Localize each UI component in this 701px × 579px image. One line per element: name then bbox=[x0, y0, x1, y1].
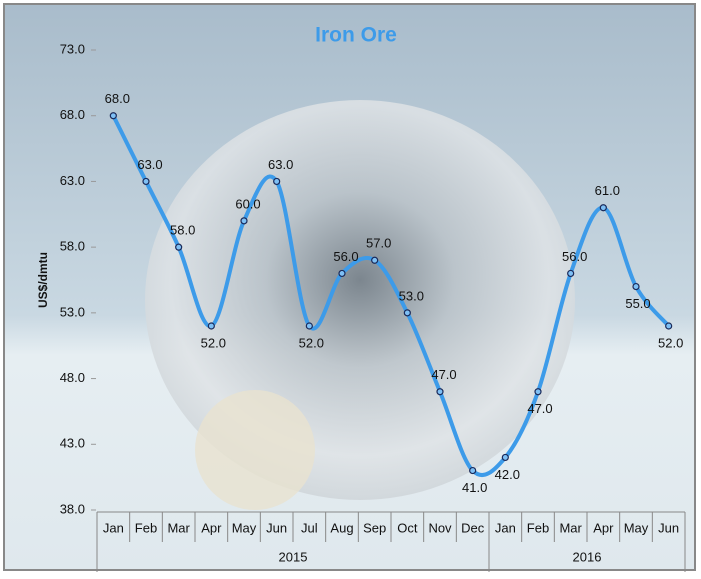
x-tick-label: Jan bbox=[103, 520, 124, 535]
y-tick-label: 68.0 bbox=[60, 107, 85, 122]
x-tick-label: Jun bbox=[266, 520, 287, 535]
data-point bbox=[436, 388, 444, 396]
data-point bbox=[632, 282, 640, 291]
data-point bbox=[534, 388, 542, 396]
data-label: 63.0 bbox=[268, 157, 293, 172]
data-point bbox=[665, 322, 673, 330]
data-point bbox=[338, 269, 346, 278]
background-rock bbox=[195, 390, 315, 510]
data-label: 63.0 bbox=[137, 157, 162, 172]
group-label: 2015 bbox=[279, 549, 308, 564]
x-tick-label: Nov bbox=[428, 520, 452, 535]
data-point bbox=[109, 112, 117, 120]
data-label: 57.0 bbox=[366, 236, 391, 251]
data-point bbox=[599, 204, 607, 212]
data-label: 52.0 bbox=[299, 335, 324, 350]
data-label: 58.0 bbox=[170, 223, 195, 238]
data-label: 61.0 bbox=[595, 183, 620, 198]
data-label: 41.0 bbox=[462, 480, 487, 495]
data-point bbox=[240, 217, 248, 225]
y-tick-label: 38.0 bbox=[60, 501, 85, 516]
x-tick-label: Sep bbox=[363, 520, 386, 535]
data-point bbox=[273, 177, 281, 186]
data-label: 52.0 bbox=[658, 335, 683, 350]
data-point bbox=[567, 269, 575, 278]
data-label: 60.0 bbox=[235, 196, 260, 211]
y-axis-label: US$/dmtu bbox=[36, 252, 50, 308]
x-tick-label: Mar bbox=[167, 520, 190, 535]
x-tick-label: Feb bbox=[527, 520, 549, 535]
x-tick-label: Aug bbox=[330, 520, 353, 535]
y-tick-label: 58.0 bbox=[60, 239, 85, 254]
y-tick-label: 43.0 bbox=[60, 436, 85, 451]
x-tick-label: Jun bbox=[658, 520, 679, 535]
x-tick-label: Apr bbox=[201, 520, 222, 535]
data-label: 55.0 bbox=[625, 296, 650, 311]
data-label: 56.0 bbox=[562, 249, 587, 264]
data-label: 68.0 bbox=[105, 91, 130, 106]
x-tick-label: Feb bbox=[135, 520, 157, 535]
data-label: 47.0 bbox=[431, 367, 456, 382]
data-point bbox=[403, 309, 411, 317]
data-label: 53.0 bbox=[399, 288, 424, 303]
data-point bbox=[175, 243, 183, 251]
data-point bbox=[142, 177, 150, 186]
data-label: 52.0 bbox=[201, 335, 226, 350]
x-tick-label: Dec bbox=[461, 520, 485, 535]
x-tick-label: Apr bbox=[593, 520, 614, 535]
data-point bbox=[469, 466, 477, 475]
y-tick-label: 63.0 bbox=[60, 173, 85, 188]
x-tick-label: May bbox=[232, 520, 257, 535]
data-point bbox=[371, 256, 379, 264]
chart-title: Iron Ore bbox=[315, 24, 397, 47]
data-label: 47.0 bbox=[527, 401, 552, 416]
y-tick-label: 53.0 bbox=[60, 304, 85, 319]
data-label: 42.0 bbox=[495, 467, 520, 482]
x-tick-label: Jul bbox=[301, 520, 318, 535]
x-tick-label: Mar bbox=[559, 520, 582, 535]
x-tick-label: Oct bbox=[397, 520, 418, 535]
data-label: 56.0 bbox=[333, 249, 358, 264]
group-label: 2016 bbox=[573, 549, 602, 564]
y-tick-label: 73.0 bbox=[60, 41, 85, 56]
x-tick-label: May bbox=[624, 520, 649, 535]
y-tick-label: 48.0 bbox=[60, 370, 85, 385]
x-tick-label: Jan bbox=[495, 520, 516, 535]
data-point bbox=[305, 322, 313, 330]
data-point bbox=[501, 453, 509, 462]
data-point bbox=[207, 322, 215, 330]
